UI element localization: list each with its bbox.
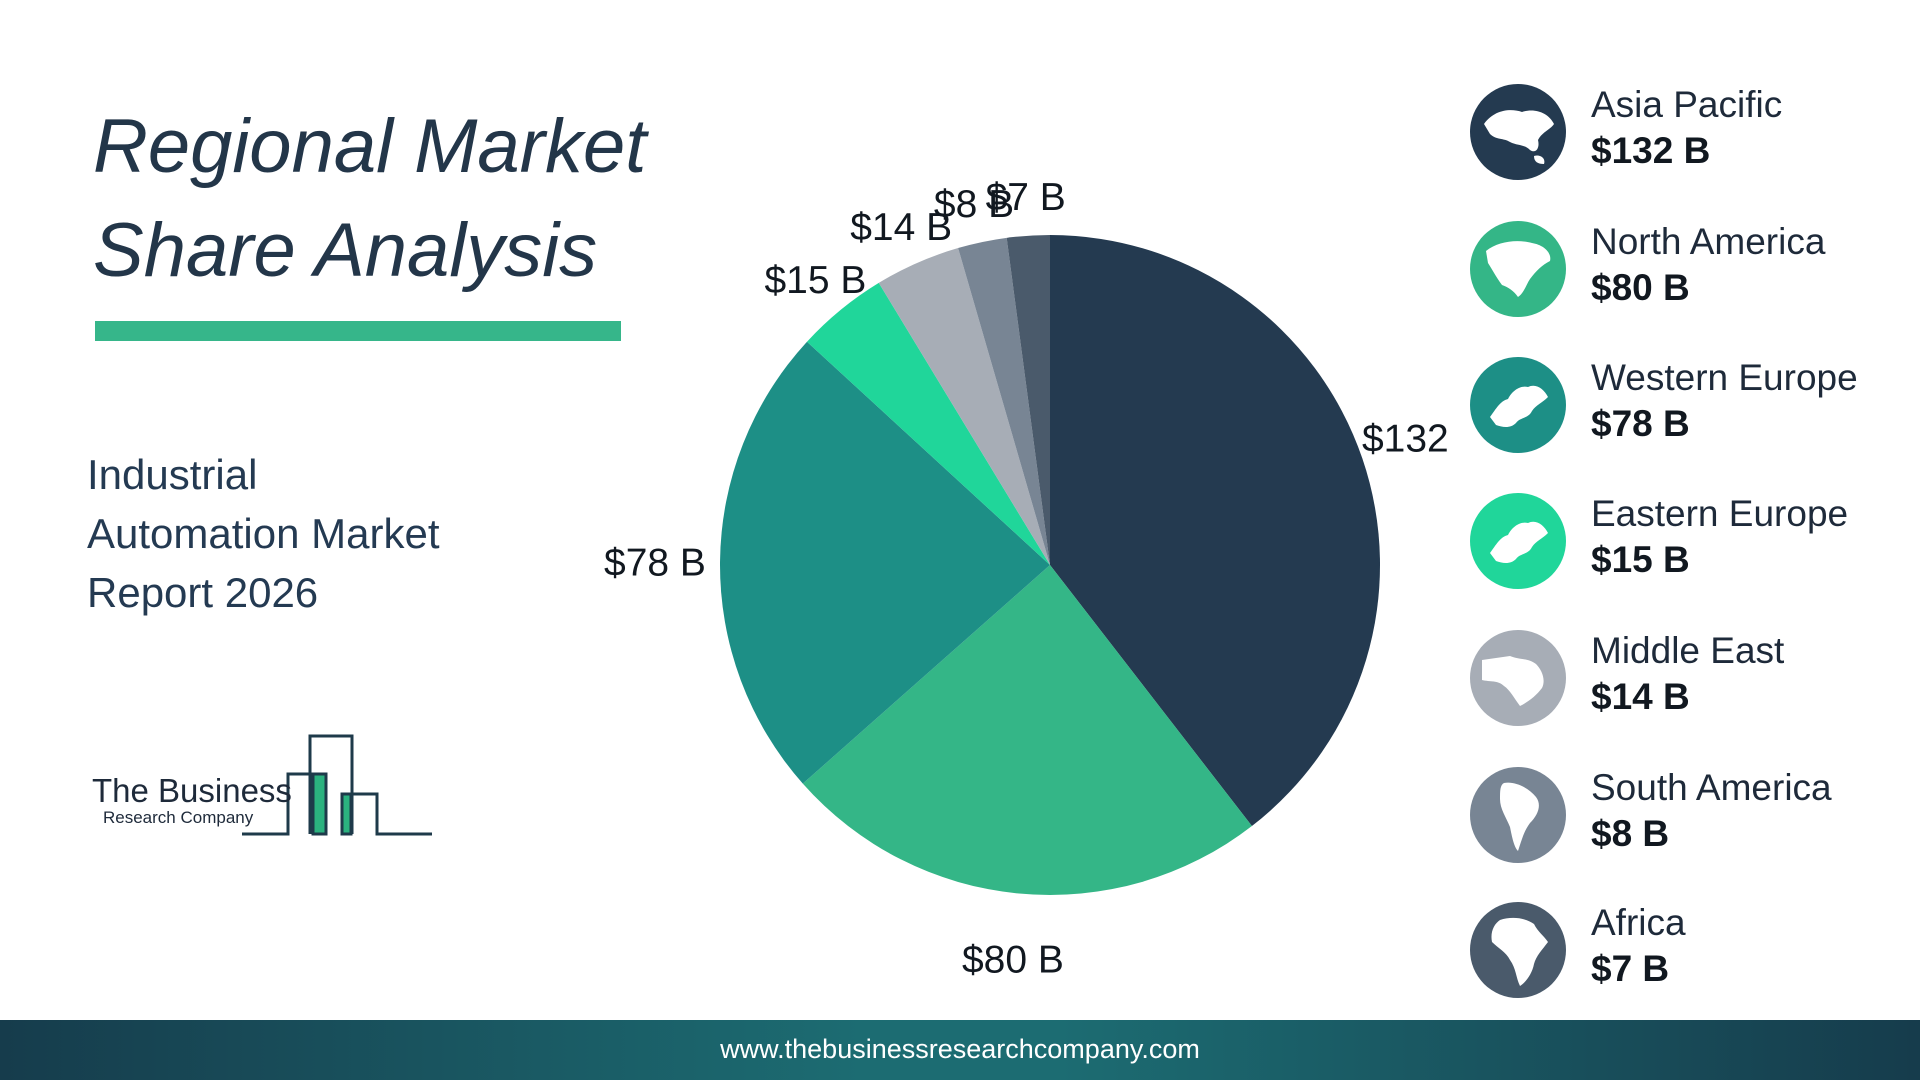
pie-slice-africa — [1006, 235, 1050, 565]
title-line-2: Share Analysis — [93, 208, 598, 293]
pie-label-south-america: $8 B — [934, 183, 1014, 226]
europe-map-icon — [1470, 357, 1566, 453]
legend-label: South America — [1591, 767, 1832, 808]
pie-chart: $132 B $80 B $78 B $15 B $14 B$8 B$7 B — [604, 176, 1460, 980]
pie-slice-south-america — [958, 237, 1050, 566]
legend-value: $15 B — [1591, 539, 1690, 580]
legend-value: $80 B — [1591, 267, 1690, 308]
legend-value: $14 B — [1591, 676, 1690, 717]
title-underline — [95, 321, 621, 341]
company-logo: The Business Research Company — [92, 730, 442, 840]
legend-value: $8 B — [1591, 813, 1670, 854]
legend-item-middle-east: Middle East $14 B — [1470, 630, 1910, 730]
legend-value: $78 B — [1591, 403, 1690, 444]
pie-label-western-europe: $78 B — [604, 541, 706, 584]
logo-tagline: Research Company — [103, 808, 254, 827]
pie-label-asia-pacific: $132 B — [1362, 417, 1460, 460]
legend-label: Asia Pacific — [1591, 84, 1783, 125]
subtitle-line-3: Report 2026 — [87, 569, 319, 616]
pie-label-north-america: $80 B — [962, 938, 1064, 980]
legend-item-western-europe: Western Europe $78 B — [1470, 357, 1910, 457]
pie-slice-eastern-europe — [806, 282, 1050, 565]
legend-label: Eastern Europe — [1591, 493, 1849, 534]
legend-item-eastern-europe: Eastern Europe $15 B — [1470, 493, 1910, 593]
legend-item-south-america: South America $8 B — [1470, 767, 1910, 867]
legend-label: Africa — [1591, 902, 1686, 943]
north-america-map-icon — [1470, 221, 1566, 317]
logo-name: The Business — [92, 772, 292, 809]
pie-label-eastern-europe: $15 B — [764, 259, 866, 302]
pie-slice-asia-pacific — [1050, 235, 1381, 827]
asia-map-icon — [1470, 84, 1566, 180]
title-line-1: Regional Market — [93, 104, 647, 189]
footer-bar: www.thebusinessresearchcompany.com — [0, 1020, 1920, 1080]
legend-item-north-america: North America $80 B — [1470, 221, 1910, 321]
page-title: Regional Market Share Analysis — [93, 95, 653, 303]
subtitle-line-1: Industrial — [87, 451, 258, 498]
footer-url[interactable]: www.thebusinessresearchcompany.com — [720, 1034, 1200, 1064]
legend-label: Middle East — [1591, 630, 1785, 671]
middle-east-map-icon — [1470, 630, 1566, 726]
subtitle-line-2: Automation Market — [87, 510, 440, 557]
legend-item-asia-pacific: Asia Pacific $132 B — [1470, 84, 1910, 184]
legend-item-africa: Africa $7 B — [1470, 902, 1910, 1002]
legend-value: $132 B — [1591, 130, 1711, 171]
pie-slice-western-europe — [720, 341, 1050, 784]
report-subtitle: Industrial Automation Market Report 2026 — [87, 445, 507, 622]
legend-value: $7 B — [1591, 948, 1670, 989]
pie-label-middle-east: $14 B — [850, 206, 952, 249]
africa-map-icon — [1470, 902, 1566, 998]
pie-slice-middle-east — [878, 248, 1050, 566]
logo-buildings-icon — [242, 734, 432, 836]
pie-slice-north-america — [802, 565, 1252, 896]
legend-label: North America — [1591, 221, 1826, 262]
south-america-map-icon — [1470, 767, 1566, 863]
pie-label-africa: $7 B — [986, 176, 1066, 219]
europe-map-icon — [1470, 493, 1566, 589]
legend-label: Western Europe — [1591, 357, 1858, 398]
